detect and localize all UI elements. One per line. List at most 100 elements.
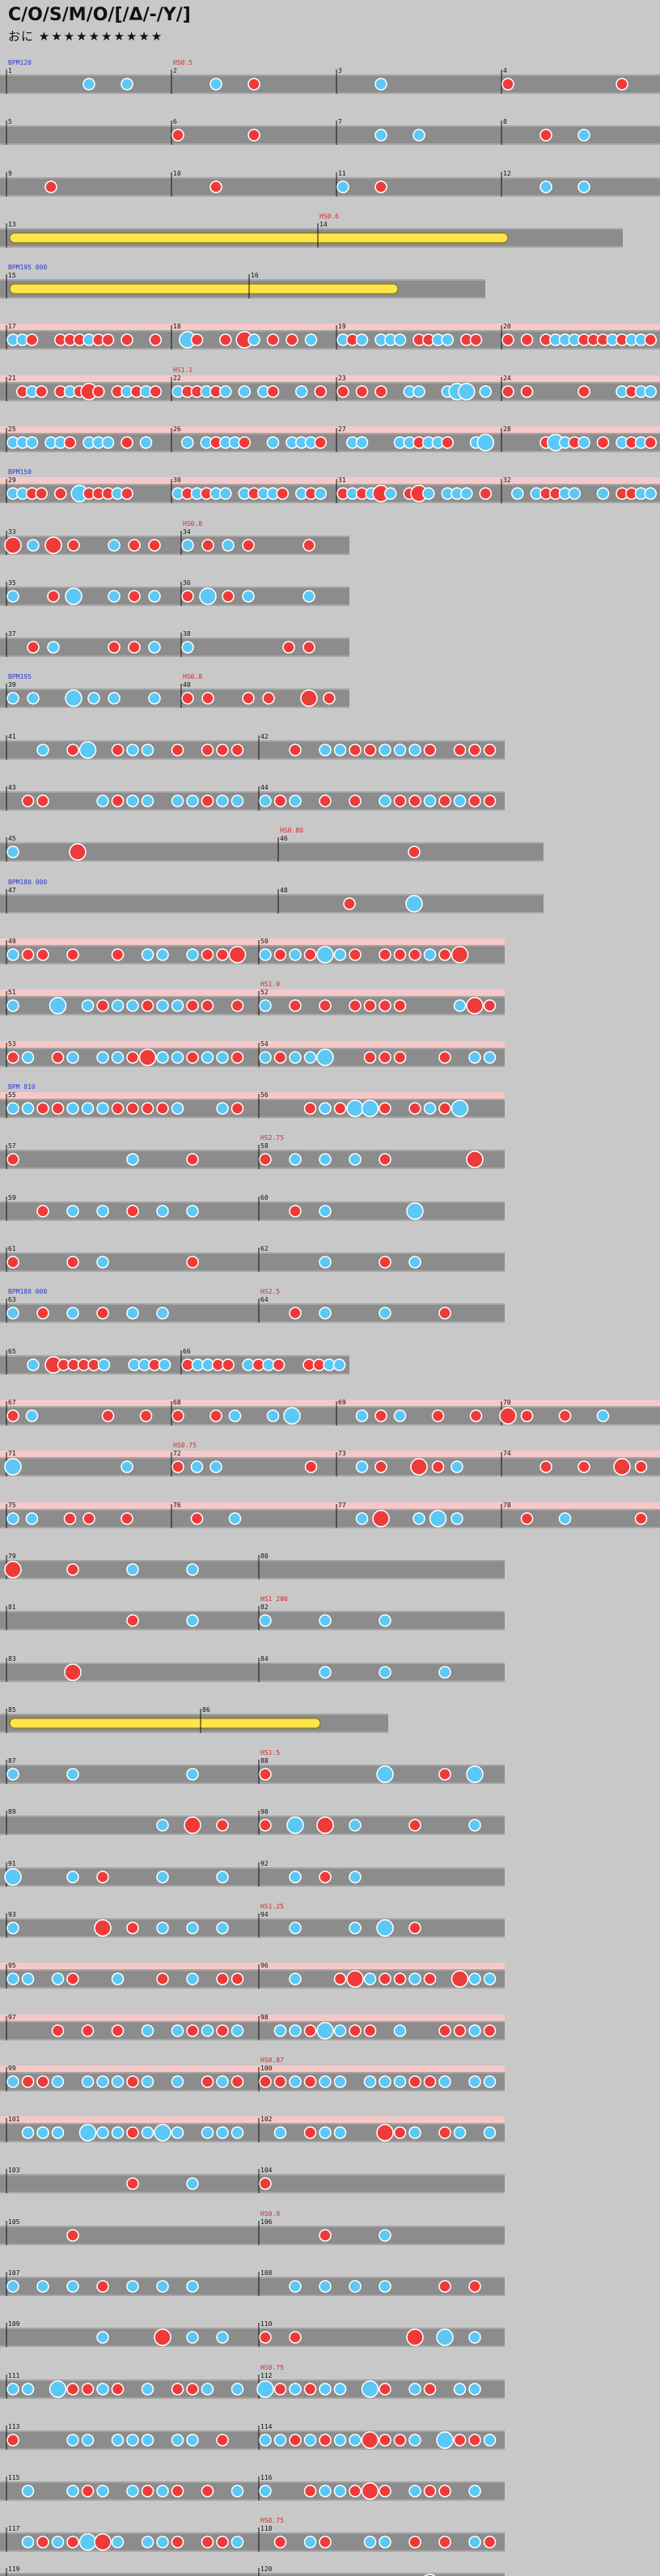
don-note [289,1205,302,1218]
ka-note [6,1512,19,1525]
ka-note [423,948,437,961]
don-note [63,436,77,449]
ka-note [374,129,387,142]
ka-note [259,2434,272,2447]
measure-number: 69 [338,1399,346,1406]
ka-note [126,794,139,807]
don-note [171,744,184,756]
ka-note [96,1256,109,1269]
measure-number: 26 [173,426,181,433]
don-note [6,1051,19,1064]
measure-number: 90 [260,1808,269,1815]
note-lane [0,1867,505,1887]
don-note [186,2383,199,2396]
ka-note [141,2126,154,2139]
don-note [21,948,35,961]
measure-number: 27 [338,426,346,433]
ka-note [6,845,19,858]
don-note [469,1409,483,1422]
measure-number: 53 [8,1040,16,1048]
ka-note [97,1358,111,1371]
don-note [231,1972,244,1985]
don-note [201,2485,214,2498]
don-note [393,1051,407,1064]
ka-note [355,1409,369,1422]
ka-note [483,2126,497,2139]
ka-note [111,1051,125,1064]
note-lane [0,74,660,94]
don-note [483,794,497,807]
big-don-note [361,2482,379,2500]
don-note [423,744,437,756]
measure-number: 73 [338,1450,346,1457]
don-note [216,948,229,961]
ka-note [186,794,199,807]
ka-note [384,487,397,500]
ka-note [36,2280,49,2293]
don-note [186,999,199,1012]
ka-note [333,2126,347,2139]
big-ka-note [376,1765,394,1783]
ka-note [379,1307,391,1320]
don-note [186,2024,199,2037]
ka-note [51,2075,65,2088]
measure-number: 25 [8,426,16,433]
ka-note [511,487,524,500]
ka-note [468,1819,481,1832]
note-lane [0,1048,505,1067]
don-note [156,1972,169,1985]
don-note [379,999,391,1012]
don-note [216,2536,229,2548]
don-note [262,692,275,705]
ka-note [319,2126,332,2139]
don-note [186,1153,199,1166]
don-note [66,2229,79,2242]
ka-note [25,436,39,449]
don-note [438,2280,451,2293]
measure-number: 71 [8,1450,16,1457]
big-ka-note [361,2380,379,2398]
don-note [201,2075,214,2088]
ka-note [355,436,369,449]
don-note [578,1460,590,1473]
measure-number: 50 [260,938,269,945]
measure-number: 56 [260,1091,269,1099]
ka-note [87,692,100,705]
big-don-note [451,946,469,964]
ka-note [319,1256,332,1269]
measure-number: 119 [8,2565,20,2573]
ka-note [111,2075,125,2088]
big-don-note [44,536,62,554]
don-note [111,948,125,961]
big-ka-note [78,741,97,759]
measure-number: 51 [8,989,16,996]
ka-note [216,2126,229,2139]
ka-note [201,2024,214,2037]
don-note [336,385,349,398]
measure-number: 10 [173,170,181,177]
big-ka-note [476,434,494,451]
measure-number: 37 [8,630,16,638]
ka-note [66,2280,79,2293]
ka-note [96,1102,109,1115]
don-note [393,2434,407,2447]
ka-note [231,2383,244,2396]
ka-note [108,692,121,705]
ka-note [558,1512,572,1525]
big-ka-note [49,2380,67,2398]
measure-number: 64 [260,1296,269,1303]
note-lane [0,894,544,913]
ka-note [231,794,244,807]
don-note [259,1819,272,1832]
ka-note [408,1256,421,1269]
ka-note [111,2434,125,2447]
don-note [408,1921,421,1934]
ka-note [259,2485,272,2498]
measure-number: 34 [183,528,191,536]
measure-number: 43 [8,784,16,791]
don-note [520,385,534,398]
don-note [126,1921,139,1934]
big-don-note [406,2328,424,2346]
don-note [483,2024,497,2037]
ka-note [6,1307,19,1320]
